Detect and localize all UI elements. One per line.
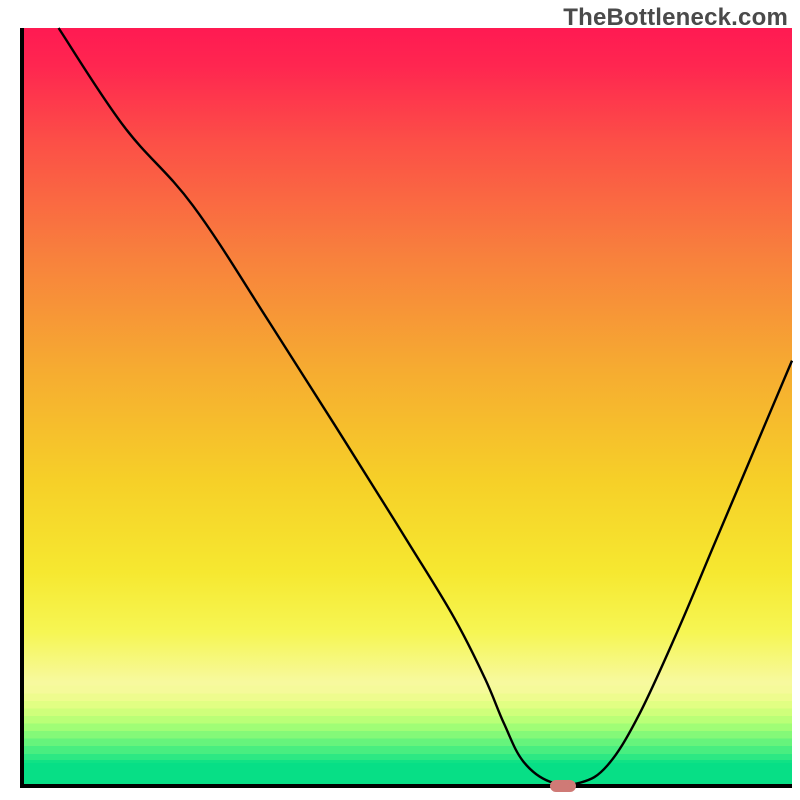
bottleneck-curve [24, 28, 792, 784]
plot-area [20, 28, 792, 788]
optimal-point-marker [550, 780, 576, 792]
bottleneck-chart: TheBottleneck.com [0, 0, 800, 800]
